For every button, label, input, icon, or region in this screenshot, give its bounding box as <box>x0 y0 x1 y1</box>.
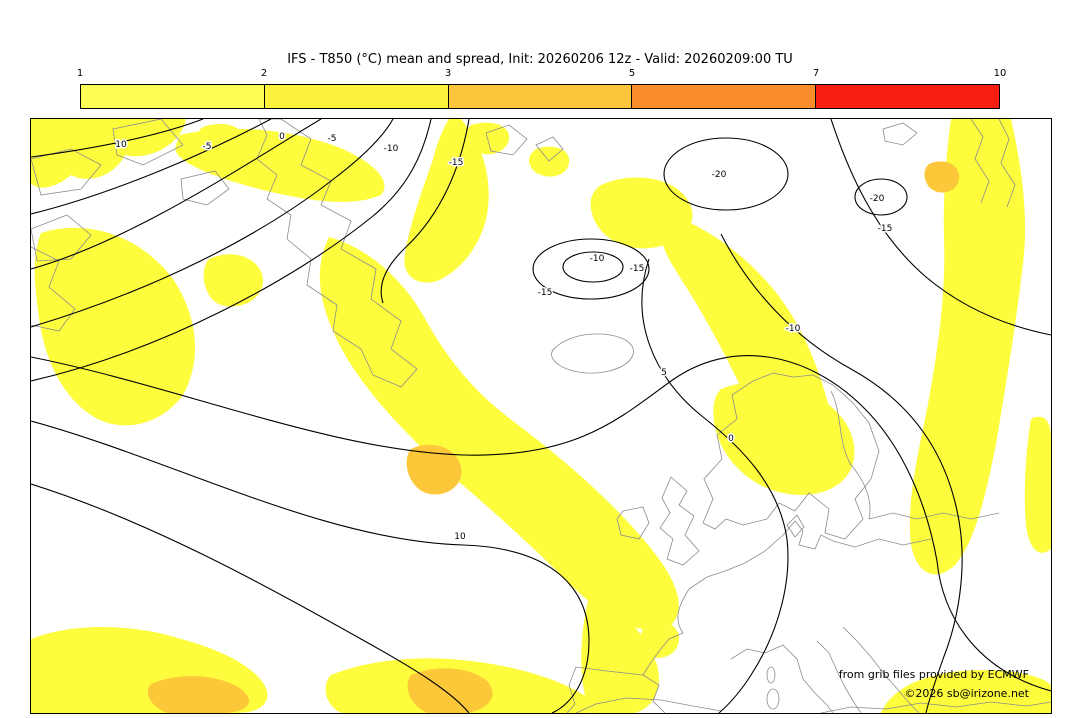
map-panel: 10 -5 0 -5 -10 -15 -10 -15 -15 -20 -20 -15 -10 5 0 10 f… <box>30 118 1052 714</box>
contour-label: 5 <box>661 368 667 378</box>
contour-label: 10 <box>115 140 127 150</box>
colorbar-tick-label: 7 <box>812 68 820 79</box>
colorbar-tick-label: 3 <box>444 68 452 79</box>
colorbar-tick-label: 10 <box>993 68 1007 79</box>
contour-label: -15 <box>538 288 553 298</box>
contour-label: -10 <box>590 254 605 264</box>
attribution: from grib files provided by ECMWF ©2026 … <box>839 665 1029 704</box>
temperature-contours <box>31 119 1051 713</box>
attribution-line2: ©2026 sb@irizone.net <box>904 686 1029 700</box>
contour-label: -15 <box>449 158 464 168</box>
colorbar <box>80 84 1000 109</box>
coastlines <box>31 119 1051 713</box>
colorbar-tick-label: 5 <box>628 68 636 79</box>
contour-label: -15 <box>630 264 645 274</box>
colorbar-tick-label: 1 <box>76 68 84 79</box>
contour-label: -20 <box>870 194 885 204</box>
colorbar-segment <box>816 85 999 108</box>
colorbar-tick-label: 2 <box>260 68 268 79</box>
weather-map: 10 -5 0 -5 -10 -15 -10 -15 -15 -20 -20 -15 -10 5 0 10 <box>31 119 1051 713</box>
colorbar-segment <box>448 85 633 108</box>
contour-label: 0 <box>279 132 285 142</box>
chart-title: IFS - T850 (°C) mean and spread, Init: 2… <box>287 52 793 67</box>
contour-label: 10 <box>454 532 466 542</box>
contour-labels: 10 -5 0 -5 -10 -15 -10 -15 -15 -20 -20 -15 -10 5 0 10 <box>114 131 894 544</box>
contour-label: 0 <box>728 434 734 444</box>
colorbar-segment <box>264 85 449 108</box>
contour-label: -10 <box>384 144 399 154</box>
contour-label: -20 <box>712 170 727 180</box>
attribution-line1: from grib files provided by ECMWF <box>838 667 1029 681</box>
contour-label: -10 <box>786 324 801 334</box>
contour-label: -15 <box>878 224 893 234</box>
contour-label: -5 <box>203 142 212 152</box>
colorbar-segment <box>632 85 817 108</box>
colorbar-segment <box>81 85 265 108</box>
colorbar-ticks: 1 2 3 5 7 10 <box>76 68 1007 81</box>
contour-label: -5 <box>328 134 337 144</box>
spread-shading-low <box>31 119 1051 713</box>
